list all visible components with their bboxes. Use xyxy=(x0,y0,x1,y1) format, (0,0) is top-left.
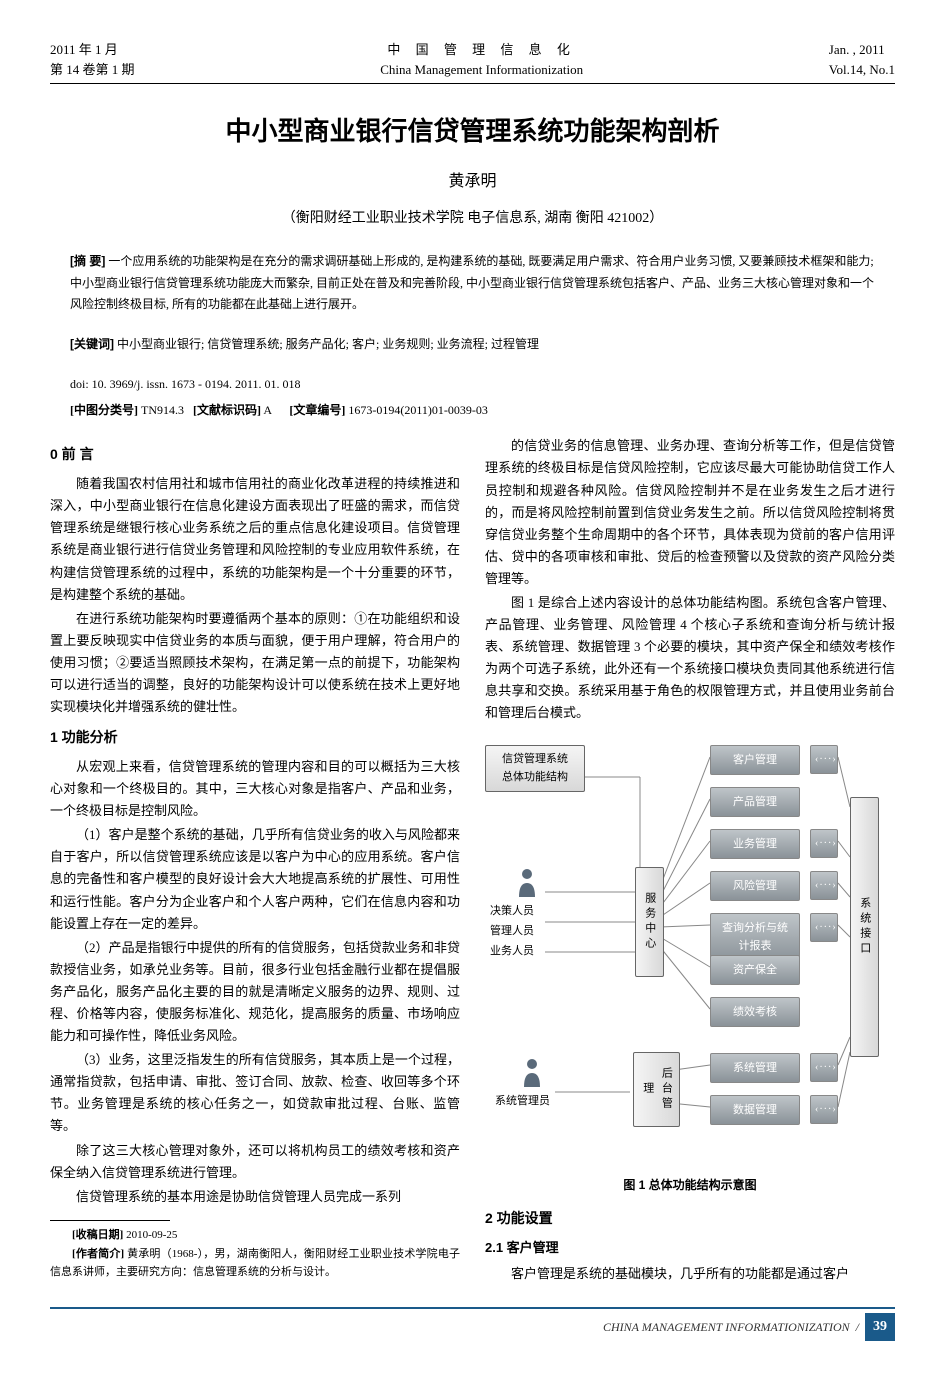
doi-line: doi: 10. 3969/j. issn. 1673 - 0194. 2011… xyxy=(70,374,875,394)
s1-p3: （2）产品是指银行中提供的所有的信贷服务，包括贷款业务和非贷款授信业务，如承兑业… xyxy=(50,937,460,1047)
body-columns: 0 前 言 随着我国农村信用社和城市信用社的商业化改革进程的持续推进和深入，中小… xyxy=(50,435,895,1287)
module-box: 客户管理 xyxy=(710,745,800,776)
header-center: 中 国 管 理 信 息 化 China Management Informati… xyxy=(380,40,583,79)
interface-box: 系统接口 xyxy=(850,797,879,1057)
keywords-block: [关键词] 中小型商业银行; 信贷管理系统; 服务产品化; 客户; 业务规则; … xyxy=(70,334,875,356)
role-sysadmin: 系统管理员 xyxy=(495,1092,550,1111)
role-decision: 决策人员 xyxy=(490,902,534,921)
doccode-label: [文献标识码] xyxy=(193,403,261,417)
articleid-label: [文章编号] xyxy=(289,403,345,417)
module-dots: ‹···› xyxy=(810,913,838,942)
module-box: 数据管理 xyxy=(710,1095,800,1126)
abstract-block: [摘 要] 一个应用系统的功能架构是在充分的需求调研基础上形成的, 是构建系统的… xyxy=(70,251,875,316)
journal-name-cn: 中 国 管 理 信 息 化 xyxy=(380,40,583,60)
footnote-separator xyxy=(50,1220,170,1221)
figure-1-diagram: 信贷管理系统 总体功能结构 决策人员 管理人员 业务人员 系统管理员 服务中心 … xyxy=(485,737,895,1167)
keywords-text: 中小型商业银行; 信贷管理系统; 服务产品化; 客户; 业务规则; 业务流程; … xyxy=(117,337,539,351)
s1-p2: （1）客户是整个系统的基础，几乎所有信贷业务的收入与风险都来自于客户，所以信贷管… xyxy=(50,824,460,934)
article-title: 中小型商业银行信贷管理系统功能架构剖析 xyxy=(50,109,895,153)
module-dots: ‹···› xyxy=(810,871,838,900)
diagram-title-l2: 总体功能结构 xyxy=(494,768,576,787)
footnote-bio-label: [作者简介] xyxy=(72,1248,124,1260)
volume-issue-cn: 第 14 卷第 1 期 xyxy=(50,60,135,80)
page-footer: CHINA MANAGEMENT INFORMATIONIZATION / 39 xyxy=(50,1307,895,1341)
s1-p6: 信贷管理系统的基本用途是协助信贷管理人员完成一系列 xyxy=(50,1186,460,1208)
role-business: 业务人员 xyxy=(490,942,534,961)
clc-label: [中图分类号] xyxy=(70,403,138,417)
section-0-heading: 0 前 言 xyxy=(50,443,460,467)
issue-date-cn: 2011 年 1 月 xyxy=(50,40,135,60)
person-icon xyxy=(515,867,539,897)
clc-value: TN914.3 xyxy=(141,403,184,417)
article-author: 黄承明 xyxy=(50,168,895,195)
section-2-heading: 2 功能设置 xyxy=(485,1207,895,1231)
module-dots: ‹···› xyxy=(810,829,838,858)
footer-slash: / xyxy=(856,1317,859,1337)
s0-p2: 在进行系统功能架构时要遵循两个基本的原则：①在功能组织和设置上要反映现实中信贷业… xyxy=(50,608,460,718)
footnote-date: 2010-09-25 xyxy=(126,1229,177,1241)
doccode-value: A xyxy=(263,403,271,417)
s1-p5: 除了这三大核心管理对象外，还可以将机构员工的绩效考核和资产保全纳入信贷管理系统进… xyxy=(50,1140,460,1184)
article-affiliation: （衡阳财经工业职业技术学院 电子信息系, 湖南 衡阳 421002） xyxy=(50,207,895,231)
footer-page-number: 39 xyxy=(865,1313,895,1341)
section-2-1-heading: 2.1 客户管理 xyxy=(485,1237,895,1259)
module-box: 资产保全 xyxy=(710,955,800,986)
s1-p4: （3）业务，这里泛指发生的所有信贷服务，其本质上是一个过程，通常指贷款，包括申请… xyxy=(50,1049,460,1137)
diagram-title-l1: 信贷管理系统 xyxy=(494,750,576,769)
col2-p2: 图 1 是综合上述内容设计的总体功能结构图。系统包含客户管理、产品管理、业务管理… xyxy=(485,592,895,725)
person-icon xyxy=(520,1057,544,1087)
module-box: 风险管理 xyxy=(710,871,800,902)
left-column: 0 前 言 随着我国农村信用社和城市信用社的商业化改革进程的持续推进和深入，中小… xyxy=(50,435,460,1287)
module-box: 产品管理 xyxy=(710,787,800,818)
module-dots: ‹···› xyxy=(810,745,838,774)
figure-1: 信贷管理系统 总体功能结构 决策人员 管理人员 业务人员 系统管理员 服务中心 … xyxy=(485,737,895,1195)
s0-p1: 随着我国农村信用社和城市信用社的商业化改革进程的持续推进和深入，中小型商业银行在… xyxy=(50,473,460,606)
module-box: 业务管理 xyxy=(710,829,800,860)
issue-date-en: Jan. , 2011 xyxy=(829,40,895,60)
diagram-title-box: 信贷管理系统 总体功能结构 xyxy=(485,745,585,792)
col2-p1: 的信贷业务的信息管理、业务办理、查询分析等工作，但是信贷管理系统的终极目标是信贷… xyxy=(485,435,895,590)
footnote-block: [收稿日期] 2010-09-25 [作者简介] 黄承明（1968-），男，湖南… xyxy=(50,1227,460,1282)
module-dots: ‹···› xyxy=(810,1095,838,1124)
footer-journal: CHINA MANAGEMENT INFORMATIONIZATION xyxy=(603,1317,850,1337)
s1-p1: 从宏观上来看，信贷管理系统的管理内容和目的可以概括为三大核心对象和一个终极目的。… xyxy=(50,756,460,822)
abstract-label: [摘 要] xyxy=(70,254,105,268)
journal-header: 2011 年 1 月 第 14 卷第 1 期 中 国 管 理 信 息 化 Chi… xyxy=(50,40,895,84)
abstract-text: 一个应用系统的功能架构是在充分的需求调研基础上形成的, 是构建系统的基础, 既要… xyxy=(70,254,874,311)
section-1-heading: 1 功能分析 xyxy=(50,726,460,750)
journal-name-en: China Management Informationization xyxy=(380,60,583,80)
volume-issue-en: Vol.14, No.1 xyxy=(829,60,895,80)
footnote-date-label: [收稿日期] xyxy=(72,1229,123,1241)
articleid-value: 1673-0194(2011)01-0039-03 xyxy=(348,403,488,417)
keywords-label: [关键词] xyxy=(70,337,114,351)
module-box: 绩效考核 xyxy=(710,997,800,1028)
s2-1-p1: 客户管理是系统的基础模块，几乎所有的功能都是通过客户 xyxy=(485,1263,895,1285)
right-column: 的信贷业务的信息管理、业务办理、查询分析等工作，但是信贷管理系统的终极目标是信贷… xyxy=(485,435,895,1287)
service-center-box: 服务中心 xyxy=(635,867,664,977)
module-box: 系统管理 xyxy=(710,1053,800,1084)
module-dots: ‹···› xyxy=(810,1053,838,1082)
classification-line: [中图分类号] TN914.3 [文献标识码] A [文章编号] 1673-01… xyxy=(70,400,875,420)
role-manager: 管理人员 xyxy=(490,922,534,941)
header-left: 2011 年 1 月 第 14 卷第 1 期 xyxy=(50,40,135,79)
figure-1-caption: 图 1 总体功能结构示意图 xyxy=(485,1175,895,1195)
header-right: Jan. , 2011 Vol.14, No.1 xyxy=(829,40,895,79)
backend-box: 后台管理 xyxy=(633,1052,680,1127)
